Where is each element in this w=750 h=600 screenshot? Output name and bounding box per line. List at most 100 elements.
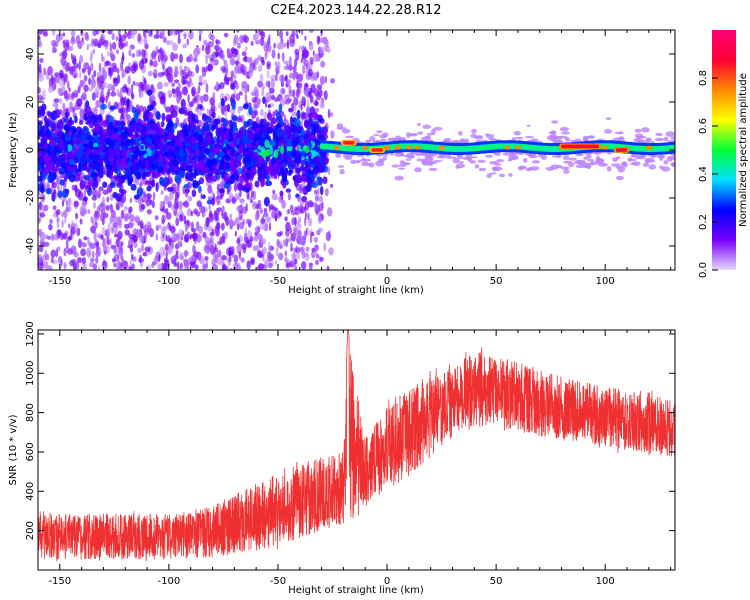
- spectrogram-noise-blob: [309, 233, 313, 244]
- spectrogram-noise-blob: [330, 78, 335, 84]
- spectrogram-noise-blob: [138, 59, 145, 70]
- spectrogram-noise-blob: [80, 248, 86, 257]
- spectrogram-band-blob: [220, 159, 225, 166]
- spectrogram-noise-blob: [209, 245, 215, 255]
- spectrogram-noise-blob: [234, 64, 240, 74]
- spectrogram-noise-blob: [95, 221, 98, 229]
- spectrogram-band-blob: [120, 174, 128, 181]
- spectrogram-noise-blob: [163, 103, 167, 109]
- spectrogram-noise-blob: [50, 256, 54, 264]
- spectrogram-noise-blob: [236, 205, 242, 212]
- spectrogram-band-blob: [146, 89, 153, 96]
- spectrogram-noise-blob: [113, 77, 119, 87]
- spectrogram-noise-blob: [132, 228, 138, 236]
- spectrogram-noise-blob: [100, 88, 104, 96]
- spectrogram-noise-blob: [38, 246, 44, 253]
- spectrogram-band-blob: [161, 112, 166, 122]
- spectrogram-noise-blob: [314, 201, 318, 212]
- spectrogram-noise-blob: [257, 64, 263, 73]
- spectrogram-noise-blob: [292, 65, 297, 74]
- spectrogram-noise-blob: [83, 62, 90, 70]
- spectrogram-noise-blob: [301, 261, 307, 270]
- spectrogram-band-blob: [41, 103, 47, 111]
- spectrogram-noise-blob: [228, 255, 232, 263]
- spectrogram-noise-blob: [294, 58, 298, 67]
- spectrogram-noise-blob: [139, 234, 144, 244]
- spectrogram-band-blob: [218, 127, 223, 134]
- spectrogram-noise-blob: [253, 235, 259, 242]
- spectrogram-band-blob: [229, 175, 236, 184]
- spectrogram-noise-blob: [193, 56, 198, 63]
- spectrogram-noise-blob: [259, 37, 265, 47]
- spectrogram-band-blob: [191, 189, 197, 198]
- spectrogram-noise-blob: [65, 238, 69, 249]
- spectrogram-noise-blob: [203, 39, 208, 46]
- spectrogram-noise-blob: [198, 81, 203, 86]
- spectrogram-noise-blob: [330, 130, 335, 139]
- spectrogram-noise-blob: [189, 33, 192, 39]
- spectrogram-noise-blob: [179, 65, 183, 71]
- spectrogram-faint-blob: [647, 160, 656, 163]
- spectrogram-faint-blob: [496, 159, 505, 163]
- spectrogram-noise-blob: [177, 80, 180, 88]
- spectrogram-noise-blob: [42, 89, 46, 100]
- spectrogram-noise-blob: [178, 200, 183, 210]
- spectrogram-noise-blob: [77, 257, 83, 264]
- spectrogram-band-blob: [265, 149, 271, 157]
- spectrogram-noise-blob: [95, 241, 100, 247]
- spectrogram-band-blob: [211, 197, 216, 206]
- spectrogram-noise-blob: [67, 108, 73, 113]
- spectrogram-noise-blob: [306, 105, 311, 115]
- spectrogram-noise-blob: [45, 254, 50, 261]
- spectrogram-band-blob: [244, 183, 251, 189]
- spectrogram-noise-blob: [207, 185, 213, 194]
- spectrogram-noise-blob: [133, 256, 137, 262]
- spectrogram-noise-blob: [62, 232, 67, 240]
- spectrogram-noise-blob: [137, 247, 142, 253]
- spectrogram-noise-blob: [131, 84, 134, 92]
- spectrogram-noise-blob: [189, 101, 194, 107]
- spectrogram-noise-blob: [70, 65, 75, 73]
- spectrogram-noise-blob: [186, 220, 190, 227]
- spectrogram-noise-blob: [62, 49, 68, 60]
- spectrogram-band-blob: [258, 135, 263, 146]
- spectrogram-faint-blob: [651, 155, 656, 158]
- spectrogram-noise-blob: [48, 224, 53, 231]
- spectrogram-noise-blob: [275, 246, 279, 257]
- spectrogram-band-blob: [211, 111, 216, 119]
- spectrogram-noise-blob: [239, 215, 243, 221]
- spectrogram-noise-blob: [278, 252, 284, 261]
- spectrogram-noise-blob: [155, 233, 159, 241]
- spectrogram-noise-blob: [284, 216, 288, 222]
- spectrogram-noise-blob: [259, 73, 264, 83]
- spectrogram-noise-blob: [142, 252, 148, 257]
- spectrogram-faint-blob: [615, 175, 625, 181]
- spectrogram-noise-blob: [279, 244, 283, 249]
- spectrogram-noise-blob: [234, 230, 237, 237]
- spectrogram-noise-blob: [240, 63, 245, 74]
- spectrogram-band-blob: [201, 113, 207, 122]
- spectrogram-noise-blob: [287, 237, 291, 243]
- spectrogram-noise-blob: [246, 260, 251, 270]
- spectrogram-noise-blob: [117, 249, 122, 256]
- spectrogram-band-blob: [248, 106, 253, 115]
- spectrogram-noise-blob: [125, 264, 130, 270]
- spectrogram-noise-blob: [170, 51, 175, 62]
- spectrogram-band-blob: [167, 119, 174, 128]
- spectrogram-noise-blob: [93, 106, 98, 116]
- spectrogram-noise-blob: [106, 196, 110, 203]
- spectrogram-noise-blob: [241, 244, 247, 250]
- spectrogram-noise-blob: [106, 228, 111, 238]
- spectrogram-noise-blob: [91, 195, 98, 201]
- spectrogram-noise-blob: [181, 69, 186, 75]
- spectrogram-noise-blob: [184, 224, 189, 231]
- spectrogram-faint-blob: [470, 133, 477, 139]
- spectrogram-noise-blob: [49, 218, 53, 225]
- spectrogram-noise-blob: [47, 235, 52, 240]
- spectrogram-band-blob: [307, 151, 312, 159]
- spectrogram-noise-blob: [186, 208, 192, 217]
- spectrogram-faint-blob: [391, 164, 400, 168]
- spectrogram-noise-blob: [75, 261, 80, 270]
- spectrogram-noise-blob: [266, 70, 270, 79]
- spectrogram-noise-blob: [126, 114, 131, 122]
